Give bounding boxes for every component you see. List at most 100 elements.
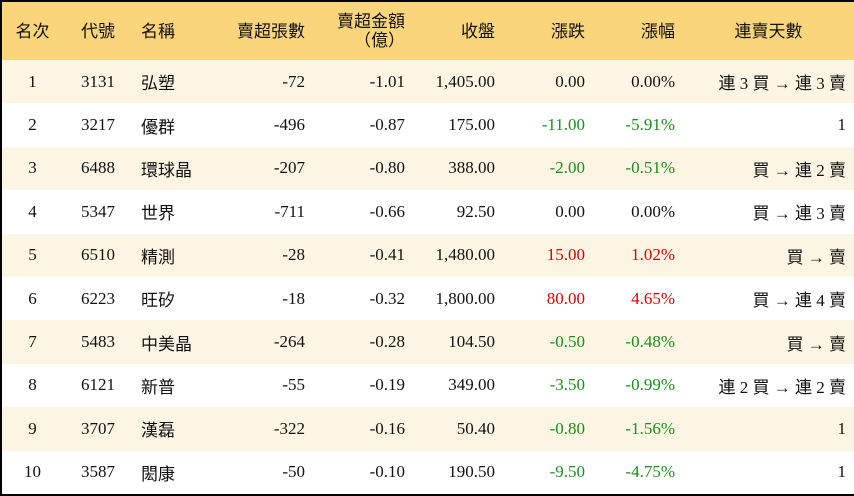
column-header: 漲幅 <box>641 21 675 41</box>
table-row: 4 5347 世界 -711 -0.66 92.50 0.00 0.00% 買 → 連 3 賣 <box>1 190 854 233</box>
table-cell: 漢磊 <box>141 421 175 441</box>
table-cell: -0.48% <box>625 332 675 352</box>
table-cell: 5347 <box>81 201 115 221</box>
table-cell: 50.40 <box>456 418 495 438</box>
table-cell: 6 <box>28 288 37 308</box>
column-header: 收盤 <box>461 21 495 41</box>
table-cell: -496 <box>273 115 305 135</box>
table-cell: 92.50 <box>456 201 495 221</box>
table-cell: 世界 <box>141 204 175 224</box>
column-header: 代號 <box>81 21 115 41</box>
table-cell: 3 <box>28 158 37 178</box>
table-cell: -50 <box>282 462 305 482</box>
table-cell: 388.00 <box>448 158 495 178</box>
table-cell: -1.56% <box>625 418 675 438</box>
table-cell: -711 <box>274 201 305 221</box>
table-cell: 0.00 <box>555 201 585 221</box>
table-cell: 精測 <box>141 247 175 267</box>
table-cell: -5.91% <box>625 115 675 135</box>
table-cell: 中美晶 <box>141 334 192 354</box>
table-cell: -207 <box>273 158 305 178</box>
table-cell: 0.00% <box>631 201 675 221</box>
table-cell: 80.00 <box>546 288 585 308</box>
table-cell: -2.00 <box>549 158 585 178</box>
table-cell: 104.50 <box>448 332 495 352</box>
table-row: 6 6223 旺矽 -18 -0.32 1,800.00 80.00 4.65% 買 → 連 4… <box>1 277 854 320</box>
table-cell: 1 <box>837 418 847 438</box>
table-cell: 6223 <box>81 288 115 308</box>
table-cell: -0.32 <box>369 288 405 308</box>
header-row: 名次 代號 名稱 賣超張數 賣超金額 （億） 收盤 漲跌 漲幅 連賣天數 <box>1 1 854 60</box>
table-cell: 3587 <box>81 462 115 482</box>
table-cell: 弘塑 <box>141 74 175 94</box>
table-cell: 買 → 連 3 賣 <box>752 204 847 224</box>
column-header: 賣超金額 （億） <box>337 12 405 50</box>
table-cell: 買 → 連 2 賣 <box>752 160 847 180</box>
table-cell: 1,800.00 <box>435 288 496 308</box>
table-cell: 旺矽 <box>141 291 175 311</box>
table-cell: 0.00 <box>555 71 585 91</box>
table-cell: 349.00 <box>448 375 495 395</box>
table-cell: -0.80 <box>369 158 405 178</box>
table-cell: 6121 <box>81 375 115 395</box>
table-cell: 1 <box>837 115 847 135</box>
column-header: 連賣天數 <box>734 21 803 41</box>
table-cell: -264 <box>273 332 305 352</box>
table-row: 8 6121 新普 -55 -0.19 349.00 -3.50 -0.99% 連 2 買 → … <box>1 364 854 407</box>
table-cell: 8 <box>28 375 37 395</box>
table-cell: 新普 <box>141 377 175 397</box>
table-cell: -55 <box>282 375 305 395</box>
table-cell: -322 <box>273 418 305 438</box>
table-cell: 連 2 買 → 連 2 賣 <box>718 377 847 397</box>
column-header: 名次 <box>15 21 50 41</box>
table-cell: 0.00% <box>631 71 675 91</box>
table-cell: 3217 <box>81 115 115 135</box>
table-cell: 1,480.00 <box>435 245 496 265</box>
table-cell: -28 <box>282 245 305 265</box>
table-cell: -72 <box>282 71 305 91</box>
table-row: 5 6510 精測 -28 -0.41 1,480.00 15.00 1.02% 買 → 賣 <box>1 233 854 277</box>
table-cell: 4 <box>28 201 37 221</box>
table-cell: 7 <box>28 332 37 352</box>
table-cell: 5 <box>28 245 37 265</box>
table-row: 9 3707 漢磊 -322 -0.16 50.40 -0.80 -1.56% 1 <box>1 407 854 451</box>
table-cell: 1 <box>28 71 37 91</box>
table-cell: 1.02% <box>631 245 675 265</box>
table-cell: -0.50 <box>549 332 585 352</box>
table-cell: 1 <box>837 462 847 482</box>
table-cell: -11.00 <box>541 115 585 135</box>
column-header: 賣超張數 <box>237 21 305 41</box>
table-cell: -0.66 <box>369 201 405 221</box>
table-cell: 4.65% <box>631 288 675 308</box>
table-cell: 15.00 <box>546 245 585 265</box>
table-cell: 3131 <box>81 71 115 91</box>
table-cell: 6488 <box>81 158 115 178</box>
table-cell: 買 → 賣 <box>786 247 847 267</box>
table-row: 10 3587 閎康 -50 -0.10 190.50 -9.50 -4.75% 1 <box>1 451 854 495</box>
table-cell: 買 → 賣 <box>786 334 847 354</box>
table-cell: 優群 <box>141 117 175 137</box>
table-body: 1 3131 弘塑 -72 -1.01 1,405.00 0.00 0.00% 連 3 買 → … <box>1 60 854 495</box>
table-row: 1 3131 弘塑 -72 -1.01 1,405.00 0.00 0.00% 連 3 買 → … <box>1 60 854 104</box>
table-cell: -0.87 <box>369 115 405 135</box>
table-cell: 10 <box>24 462 41 482</box>
table-cell: 3707 <box>81 418 115 438</box>
table-cell: -3.50 <box>549 375 585 395</box>
table-cell: -1.01 <box>369 71 405 91</box>
table-cell: -0.10 <box>369 462 405 482</box>
table-row: 3 6488 環球晶 -207 -0.80 388.00 -2.00 -0.51% 買 → 連 … <box>1 146 854 191</box>
table-cell: 環球晶 <box>141 160 192 180</box>
table-cell: 5483 <box>81 332 115 352</box>
table-cell: -0.99% <box>625 375 675 395</box>
table-cell: -0.41 <box>369 245 405 265</box>
table-cell: 買 → 連 4 賣 <box>752 291 847 311</box>
table-cell: -9.50 <box>549 462 585 482</box>
table-cell: 190.50 <box>448 462 495 482</box>
table-cell: 175.00 <box>448 115 495 135</box>
table-cell: 6510 <box>81 245 115 265</box>
table-row: 2 3217 優群 -496 -0.87 175.00 -11.00 -5.91% 1 <box>1 103 854 146</box>
table-cell: 1,405.00 <box>435 71 496 91</box>
column-header: 漲跌 <box>551 21 585 41</box>
